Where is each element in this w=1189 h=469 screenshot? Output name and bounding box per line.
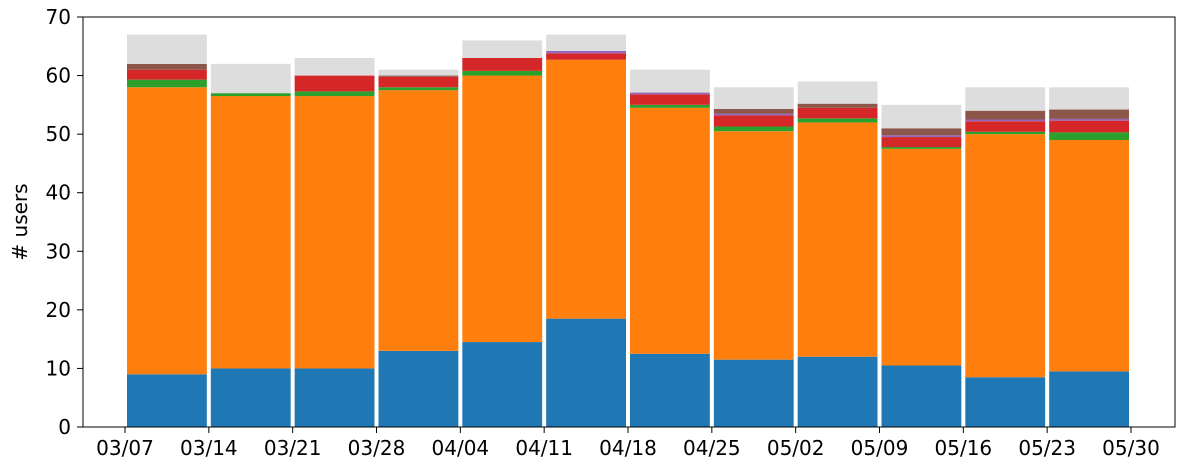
bar-segment — [881, 365, 962, 427]
bar-segment — [630, 69, 710, 93]
bar-segment — [462, 75, 543, 343]
bar-segment — [127, 79, 207, 88]
bar-segment — [797, 107, 878, 119]
bars-layer — [127, 34, 1129, 427]
y-tick-label: 30 — [46, 239, 71, 263]
bar-segment — [713, 131, 794, 360]
y-tick-label: 20 — [46, 298, 71, 322]
bar-segment — [713, 108, 794, 114]
x-tick-label: 04/04 — [432, 436, 490, 460]
x-tick-label: 05/09 — [851, 436, 909, 460]
bar-segment — [713, 87, 794, 109]
bar-segment — [713, 113, 794, 116]
bar-segment — [1049, 109, 1129, 119]
x-tick-label: 03/21 — [264, 436, 322, 460]
bar-segment — [546, 50, 626, 54]
bar-segment — [378, 76, 459, 88]
bar-segment — [127, 87, 207, 375]
bar-segment — [127, 63, 207, 70]
bar-segment — [713, 126, 794, 132]
plot-frame — [82, 16, 1176, 428]
bar-segment — [965, 377, 1046, 427]
bar-segment — [1049, 132, 1129, 140]
bar-segment — [1049, 120, 1129, 133]
bar-segment — [378, 87, 459, 91]
bar-segment — [546, 318, 626, 427]
x-tick-label: 04/18 — [599, 436, 657, 460]
y-tick-label: 10 — [46, 356, 71, 380]
x-tick-label: 03/14 — [180, 436, 238, 460]
bar-segment — [797, 356, 878, 427]
bar-segment — [881, 135, 962, 138]
bar-segment — [965, 87, 1046, 111]
bar-segment — [1049, 140, 1129, 372]
bar-segment — [294, 91, 375, 97]
bar-segment — [462, 70, 543, 76]
bar-segment — [462, 40, 543, 58]
y-tick-label: 50 — [46, 122, 71, 146]
bar-segment — [881, 147, 962, 149]
bar-segment — [210, 96, 291, 369]
x-tick-label: 05/02 — [767, 436, 825, 460]
bar-segment — [965, 121, 1046, 132]
x-tick-label: 05/16 — [935, 436, 993, 460]
bar-segment — [630, 353, 710, 427]
x-tick-label: 05/23 — [1018, 436, 1076, 460]
bar-segment — [797, 103, 878, 108]
bar-segment — [965, 110, 1046, 120]
bar-segment — [127, 374, 207, 427]
bar-segment — [127, 34, 207, 64]
y-tick-label: 40 — [46, 181, 71, 205]
bar-segment — [462, 342, 543, 427]
bar-segment — [378, 90, 459, 351]
bar-segment — [965, 131, 1046, 135]
bar-segment — [294, 58, 375, 76]
bar-segment — [210, 368, 291, 427]
bar-segment — [713, 115, 794, 127]
bar-segment — [630, 94, 710, 105]
y-tick-label: 70 — [46, 5, 71, 29]
bar-segment — [630, 104, 710, 108]
x-tick-label: 04/25 — [683, 436, 741, 460]
bar-segment — [713, 359, 794, 427]
bar-segment — [294, 368, 375, 427]
x-tick-label: 05/30 — [1102, 436, 1160, 460]
bar-segment — [797, 118, 878, 123]
bar-segment — [210, 93, 291, 97]
bar-segment — [965, 134, 1046, 378]
bar-segment — [797, 81, 878, 104]
bar-segment — [546, 59, 626, 319]
bar-segment — [546, 34, 626, 51]
y-tick-label: 60 — [46, 64, 71, 88]
bar-segment — [546, 53, 626, 60]
bar-segment — [881, 148, 962, 366]
bar-segment — [294, 96, 375, 369]
bar-segment — [630, 107, 710, 354]
bar-segment — [630, 92, 710, 95]
bar-segment — [378, 350, 459, 427]
bar-segment — [881, 104, 962, 129]
bar-segment — [965, 119, 1046, 122]
bar-segment — [881, 137, 962, 148]
y-tick-label: 0 — [58, 415, 71, 439]
bar-segment — [210, 63, 291, 94]
y-axis-label: # users — [8, 183, 32, 260]
bar-segment — [127, 69, 207, 80]
bar-segment — [881, 128, 962, 136]
x-tick-label: 03/07 — [96, 436, 154, 460]
x-tick-label: 04/11 — [515, 436, 573, 460]
bar-segment — [462, 58, 543, 71]
bar-segment — [797, 122, 878, 357]
bar-segment — [378, 75, 459, 77]
bar-segment — [1049, 371, 1129, 427]
bar-segment — [378, 69, 459, 76]
bar-segment — [1049, 118, 1129, 121]
bar-segment — [294, 75, 375, 92]
x-tick-label: 03/28 — [348, 436, 406, 460]
bar-segment — [1049, 87, 1129, 110]
axes-layer: 0 10 20 30 40 50 60 70 03/07 03/14 03/21 03/28 04/04… — [46, 5, 1176, 460]
